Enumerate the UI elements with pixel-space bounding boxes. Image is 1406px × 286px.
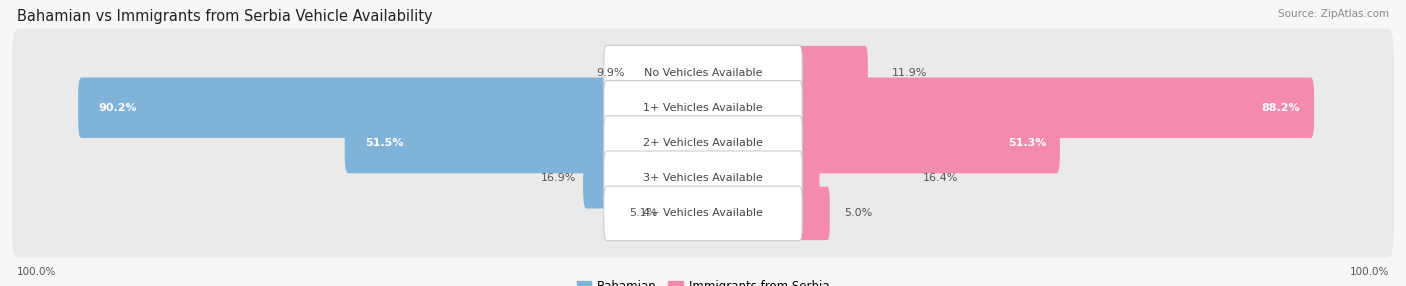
FancyBboxPatch shape bbox=[603, 116, 803, 170]
FancyBboxPatch shape bbox=[79, 78, 610, 138]
FancyBboxPatch shape bbox=[603, 151, 803, 205]
Text: 100.0%: 100.0% bbox=[17, 267, 56, 277]
Text: 16.4%: 16.4% bbox=[922, 173, 957, 183]
FancyBboxPatch shape bbox=[603, 45, 803, 100]
Text: 51.5%: 51.5% bbox=[366, 138, 404, 148]
FancyBboxPatch shape bbox=[603, 186, 803, 241]
Text: 5.1%: 5.1% bbox=[630, 208, 658, 219]
Text: 2+ Vehicles Available: 2+ Vehicles Available bbox=[643, 138, 763, 148]
Legend: Bahamian, Immigrants from Serbia: Bahamian, Immigrants from Serbia bbox=[572, 276, 834, 286]
FancyBboxPatch shape bbox=[583, 148, 610, 208]
Text: 11.9%: 11.9% bbox=[891, 67, 927, 78]
Text: 51.3%: 51.3% bbox=[1008, 138, 1046, 148]
FancyBboxPatch shape bbox=[796, 78, 1315, 138]
Text: Source: ZipAtlas.com: Source: ZipAtlas.com bbox=[1278, 9, 1389, 19]
FancyBboxPatch shape bbox=[13, 134, 1393, 222]
FancyBboxPatch shape bbox=[796, 113, 1060, 173]
FancyBboxPatch shape bbox=[13, 64, 1393, 152]
FancyBboxPatch shape bbox=[796, 148, 820, 208]
Text: 5.0%: 5.0% bbox=[844, 208, 873, 219]
FancyBboxPatch shape bbox=[13, 170, 1393, 257]
Text: 16.9%: 16.9% bbox=[541, 173, 576, 183]
Text: 100.0%: 100.0% bbox=[1350, 267, 1389, 277]
FancyBboxPatch shape bbox=[603, 81, 803, 135]
Text: No Vehicles Available: No Vehicles Available bbox=[644, 67, 762, 78]
FancyBboxPatch shape bbox=[797, 46, 868, 99]
FancyBboxPatch shape bbox=[13, 29, 1393, 116]
Text: 3+ Vehicles Available: 3+ Vehicles Available bbox=[643, 173, 763, 183]
FancyBboxPatch shape bbox=[665, 187, 699, 240]
FancyBboxPatch shape bbox=[797, 187, 830, 240]
Text: 90.2%: 90.2% bbox=[98, 103, 138, 113]
Text: 88.2%: 88.2% bbox=[1261, 103, 1301, 113]
Text: 9.9%: 9.9% bbox=[596, 67, 624, 78]
Text: Bahamian vs Immigrants from Serbia Vehicle Availability: Bahamian vs Immigrants from Serbia Vehic… bbox=[17, 9, 433, 23]
FancyBboxPatch shape bbox=[633, 46, 692, 99]
Text: 4+ Vehicles Available: 4+ Vehicles Available bbox=[643, 208, 763, 219]
FancyBboxPatch shape bbox=[13, 99, 1393, 187]
Text: 1+ Vehicles Available: 1+ Vehicles Available bbox=[643, 103, 763, 113]
FancyBboxPatch shape bbox=[344, 113, 610, 173]
